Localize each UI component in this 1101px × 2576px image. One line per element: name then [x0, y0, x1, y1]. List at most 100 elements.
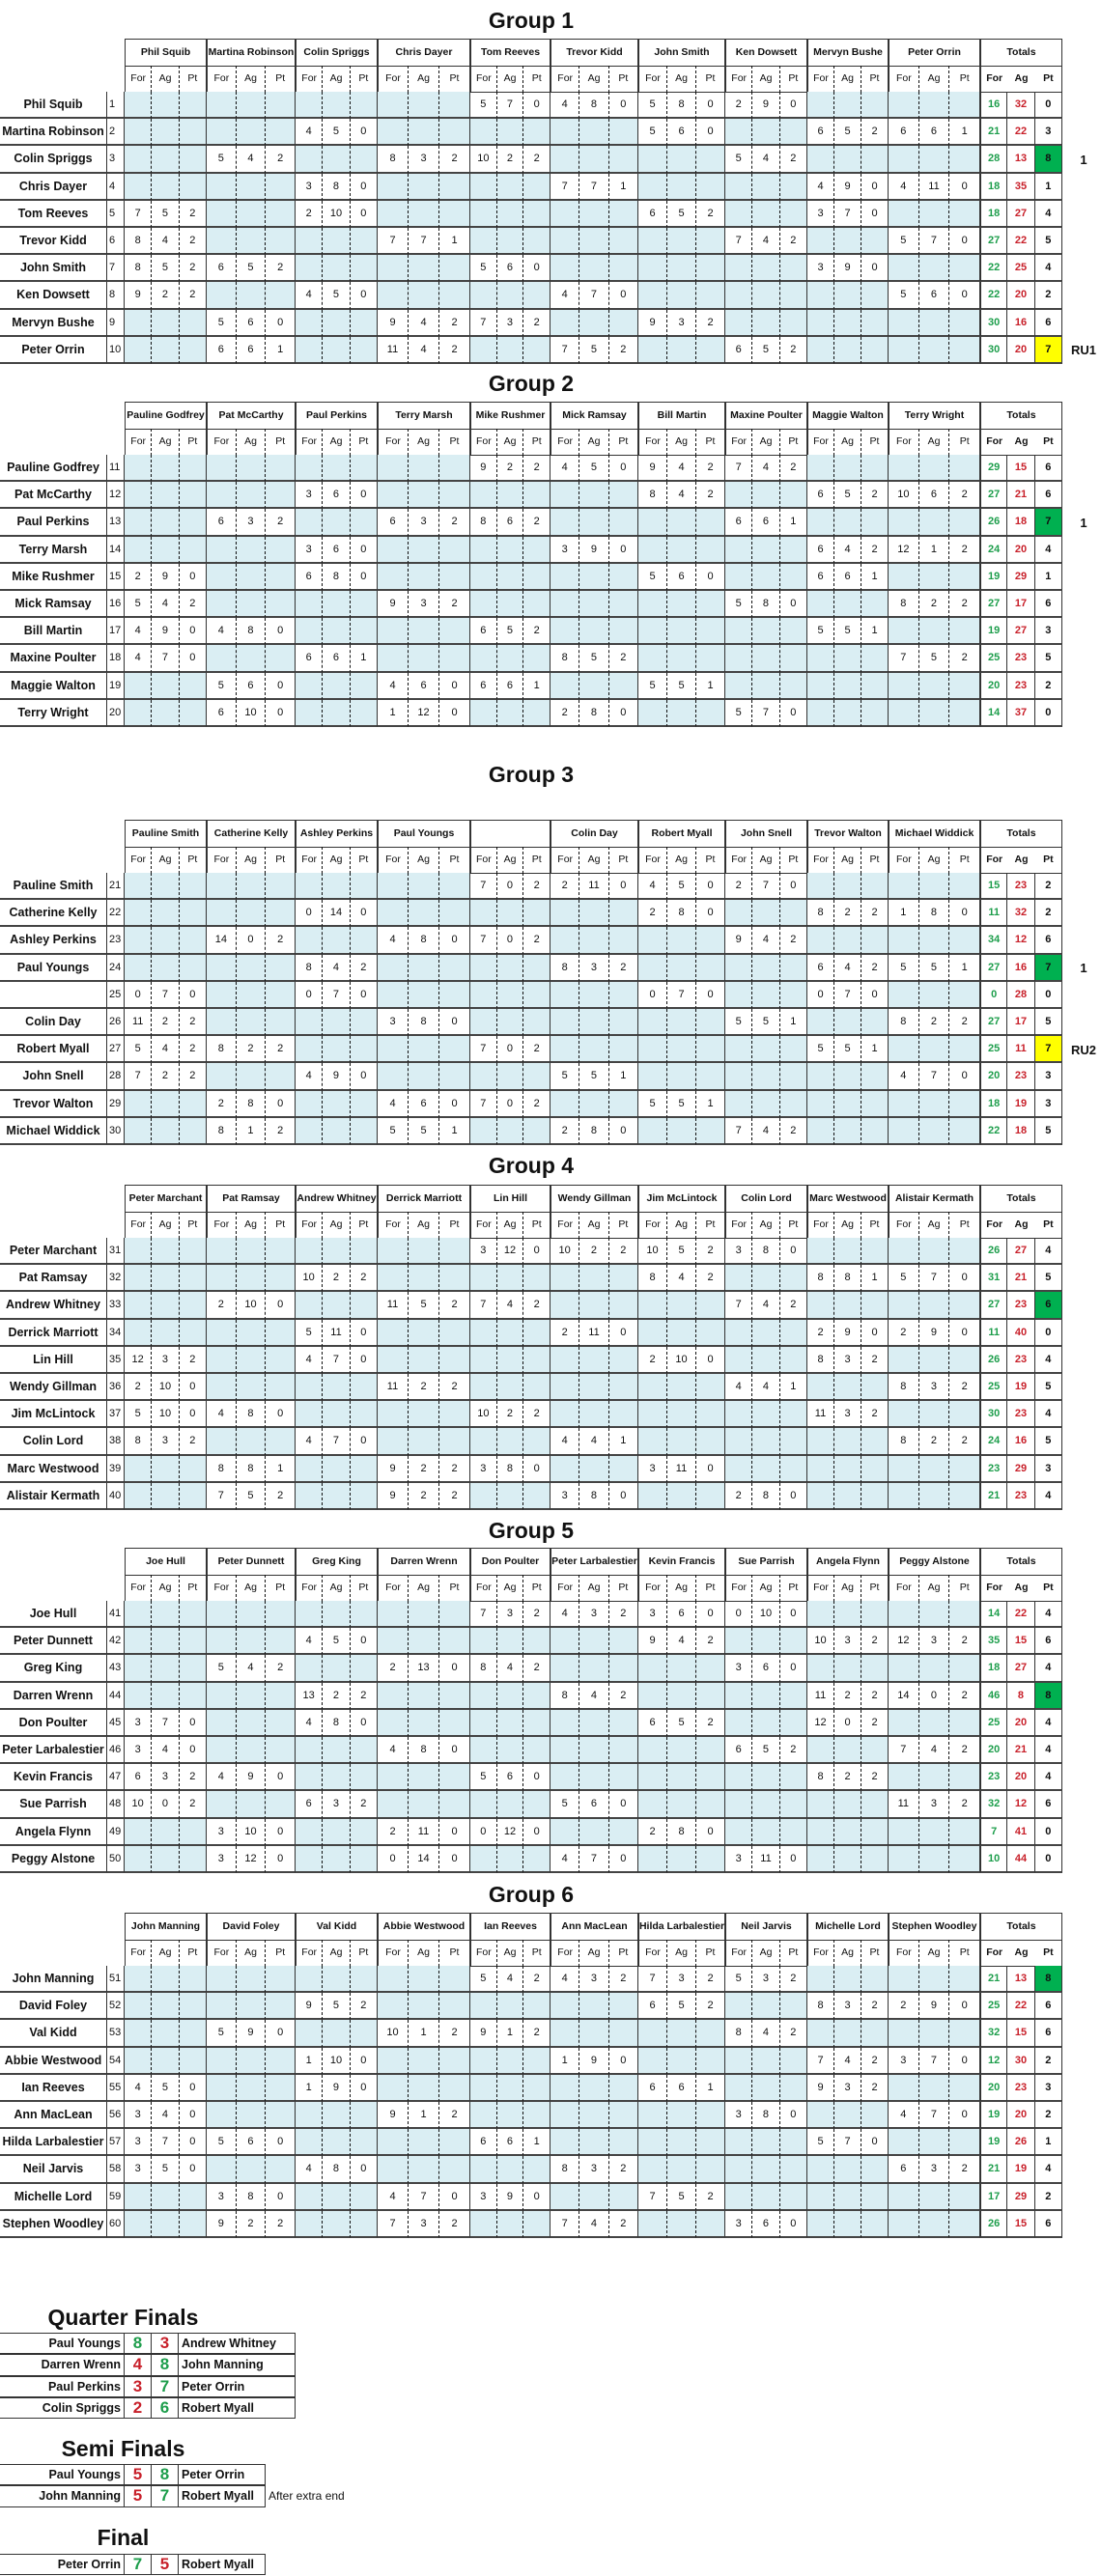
score-cell: 5 — [889, 228, 919, 256]
unplayed-cell — [378, 954, 409, 982]
score-cell: 4 — [296, 2156, 324, 2184]
unplayed-cell — [779, 2156, 807, 2184]
unplayed-cell — [439, 1265, 470, 1293]
unplayed-cell — [834, 1117, 861, 1145]
score-cell: 8 — [470, 509, 497, 537]
total-against: 22 — [1007, 1993, 1035, 2021]
unplayed-cell — [439, 482, 470, 510]
unplayed-cell — [470, 591, 497, 619]
score-cell: 4 — [667, 1628, 696, 1656]
unplayed-cell — [918, 981, 950, 1009]
unplayed-cell — [696, 1117, 725, 1145]
total-points: 0 — [1034, 1845, 1062, 1873]
player-two-name: John Manning — [179, 2354, 296, 2376]
score-cell: 0 — [350, 482, 378, 510]
score-cell: 2 — [918, 1009, 950, 1037]
unplayed-cell — [266, 200, 296, 228]
player-name: Phil Squib — [0, 92, 106, 120]
unplayed-cell — [949, 1655, 980, 1683]
unplayed-cell — [949, 672, 980, 700]
score-cell: 2 — [152, 1063, 180, 1091]
unplayed-cell — [523, 645, 550, 673]
unplayed-cell — [266, 228, 296, 256]
unplayed-cell — [523, 1682, 550, 1710]
score-cell: 2 — [861, 1764, 889, 1792]
unplayed-cell — [638, 1791, 667, 1819]
player-number: 37 — [106, 1401, 125, 1429]
unplayed-cell — [889, 1818, 919, 1846]
unplayed-cell — [266, 455, 296, 483]
score-cell: 0 — [179, 645, 207, 673]
unplayed-cell — [752, 1993, 780, 2021]
unplayed-cell — [918, 1845, 950, 1873]
unplayed-cell — [125, 455, 153, 483]
score-cell: 0 — [266, 1401, 296, 1429]
score-cell: 11 — [807, 1682, 834, 1710]
total-points: 8 — [1034, 1682, 1062, 1710]
total-against: 21 — [1007, 482, 1035, 510]
score-cell: 5 — [470, 92, 497, 120]
score-cell: 12 — [496, 1818, 524, 1846]
score-cell: 7 — [918, 1265, 950, 1293]
unplayed-cell — [861, 2102, 889, 2130]
score-cell: 2 — [523, 1292, 550, 1320]
unplayed-cell — [323, 699, 351, 727]
unplayed-cell — [236, 645, 267, 673]
score-cell: 5 — [579, 336, 609, 364]
column-header-pt: Pt — [608, 846, 638, 874]
column-header-for: For — [980, 1939, 1008, 1967]
unplayed-cell — [861, 1818, 889, 1846]
unplayed-cell — [667, 2156, 696, 2184]
unplayed-cell — [550, 228, 580, 256]
unplayed-cell — [667, 536, 696, 564]
score-cell: 0 — [470, 1818, 497, 1846]
player-number: 40 — [106, 1482, 125, 1510]
score-cell: 0 — [779, 2102, 807, 2130]
unplayed-cell — [496, 1737, 524, 1765]
unplayed-cell — [378, 1709, 409, 1737]
score-cell: 0 — [861, 2129, 889, 2157]
opponent-header: Tom Reeves — [470, 39, 550, 67]
score-cell: 7 — [918, 228, 950, 256]
unplayed-cell — [496, 482, 524, 510]
unplayed-cell — [949, 1292, 980, 1320]
score-cell: 8 — [323, 1709, 351, 1737]
unplayed-cell — [378, 1601, 409, 1629]
unplayed-cell — [496, 1845, 524, 1873]
total-for: 11 — [980, 1319, 1008, 1347]
score-cell: 0 — [779, 1482, 807, 1510]
unplayed-cell — [752, 536, 780, 564]
unplayed-cell — [752, 1682, 780, 1710]
unplayed-cell — [667, 1428, 696, 1456]
column-header-for: For — [296, 846, 324, 874]
score-cell: 2 — [696, 1238, 725, 1266]
column-header-ag: Ag — [1007, 847, 1035, 874]
unplayed-cell — [296, 2210, 324, 2238]
unplayed-cell — [439, 1993, 470, 2021]
unplayed-cell — [409, 1628, 439, 1656]
unplayed-cell — [918, 1292, 950, 1320]
unplayed-cell — [834, 1090, 861, 1118]
column-header-ag: Ag — [667, 1211, 696, 1239]
unplayed-cell — [266, 1265, 296, 1293]
unplayed-cell — [439, 1601, 470, 1629]
score-cell: 3 — [807, 200, 834, 228]
unplayed-cell — [152, 92, 180, 120]
unplayed-cell — [350, 672, 378, 700]
unplayed-cell — [125, 954, 153, 982]
unplayed-cell — [236, 455, 267, 483]
total-for: 21 — [980, 1966, 1008, 1994]
score-cell: 3 — [918, 1791, 950, 1819]
unplayed-cell — [266, 1009, 296, 1037]
score-cell: 2 — [861, 2074, 889, 2102]
score-cell: 9 — [807, 2074, 834, 2102]
unplayed-cell — [266, 645, 296, 673]
unplayed-cell — [696, 1737, 725, 1765]
unplayed-cell — [179, 1966, 207, 1994]
score-cell: 4 — [296, 1063, 324, 1091]
unplayed-cell — [439, 900, 470, 928]
score-cell: 6 — [296, 563, 324, 591]
score-cell: 5 — [752, 336, 780, 364]
player-name: John Snell — [0, 1063, 106, 1091]
score-cell: 0 — [779, 1601, 807, 1629]
